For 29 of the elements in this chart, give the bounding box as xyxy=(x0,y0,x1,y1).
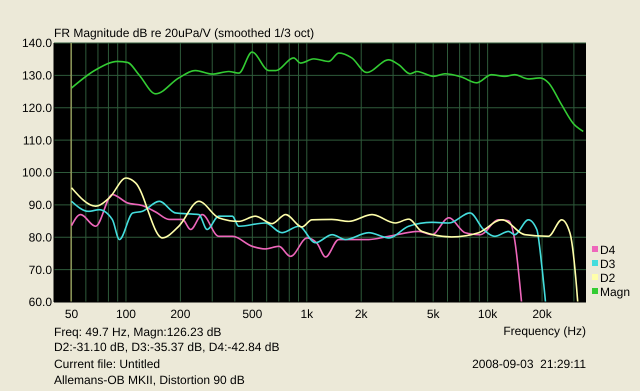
x-tick-label: 10k xyxy=(478,307,498,321)
y-tick-label: 130.0 xyxy=(22,68,52,83)
x-tick-label: 5k xyxy=(426,307,441,321)
y-tick-label: 120.0 xyxy=(22,100,52,115)
legend-label: Magn xyxy=(600,285,630,300)
x-tick-label: 20k xyxy=(532,307,553,321)
legend-label: D2 xyxy=(600,271,616,286)
x-tick-label: 50 xyxy=(64,307,79,321)
x-tick-label: 1k xyxy=(300,307,314,321)
y-tick-label: 80.0 xyxy=(28,230,52,244)
y-tick-label: 60.0 xyxy=(28,295,52,310)
y-tick-label: 100.0 xyxy=(22,166,52,180)
y-tick-label: 70.0 xyxy=(28,262,52,277)
text: Current file: Untitled xyxy=(54,357,160,371)
text: D2:-31.10 dB, D3:-35.37 dB, D4:-42.84 dB xyxy=(54,340,280,354)
text: Freq: 49.7 Hz, Magn:126.23 dB xyxy=(54,325,222,339)
x-tick-label: 500 xyxy=(242,307,263,321)
x-axis-title: Frequency (Hz) xyxy=(503,324,586,338)
x-tick-label: 100 xyxy=(116,307,136,321)
x-tick-label: 2k xyxy=(354,307,369,321)
y-tick-label: 110.0 xyxy=(22,133,52,148)
text: Allemans-OB MKII, Distortion 90 dB xyxy=(54,373,245,387)
y-tick-label: 90.0 xyxy=(28,198,52,212)
chart-title: FR Magnitude dB re 20uPa/V (smoothed 1/3 oct) xyxy=(54,26,314,40)
text: 2008-09-03 21:29:11 xyxy=(472,357,586,371)
legend-label: D3 xyxy=(600,257,616,272)
legend-label: D4 xyxy=(600,243,616,258)
y-tick-label: 140.0 xyxy=(22,36,52,50)
x-tick-label: 200 xyxy=(170,307,191,321)
